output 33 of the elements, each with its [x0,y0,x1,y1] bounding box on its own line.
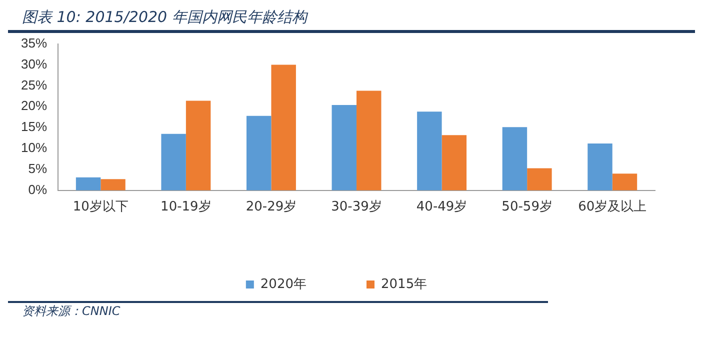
bar [332,104,357,190]
bar [612,174,638,190]
y-tick-label: 15% [20,119,48,134]
y-tick-label: 30% [20,56,48,72]
x-tick-label: 10-19岁 [160,200,212,215]
bar [588,143,612,190]
bar [271,64,296,190]
x-tick-label: 40-49岁 [416,200,468,215]
y-tick-label: 35% [20,35,48,50]
bar [100,179,126,190]
bar [417,112,442,190]
legend-label: 2020年 [260,276,307,292]
y-tick-label: 25% [20,77,48,92]
bar [527,168,552,190]
x-tick-label: 30-39岁 [331,200,382,215]
bar [502,127,528,190]
y-tick-label: 10% [20,140,48,156]
x-tick-label: 50-59岁 [502,200,552,215]
bar [442,135,467,190]
chart-title: 图表 10: 2015/2020 年国内网民年龄结构 [8,8,695,33]
x-tick-label: 10岁以下 [72,200,128,215]
y-tick-label: 0% [28,182,48,197]
y-tick-label: 5% [28,161,48,176]
legend-label: 2015年 [381,276,428,292]
bar [76,177,101,190]
x-tick-label: 20-29岁 [246,200,297,215]
bar [161,134,186,190]
x-tick-label: 60岁及以上 [578,200,647,215]
bar [186,100,211,190]
y-tick-label: 20% [20,98,48,114]
bar [246,116,272,190]
text: 资料来源：CNNIC [8,303,548,320]
bar [356,90,382,190]
